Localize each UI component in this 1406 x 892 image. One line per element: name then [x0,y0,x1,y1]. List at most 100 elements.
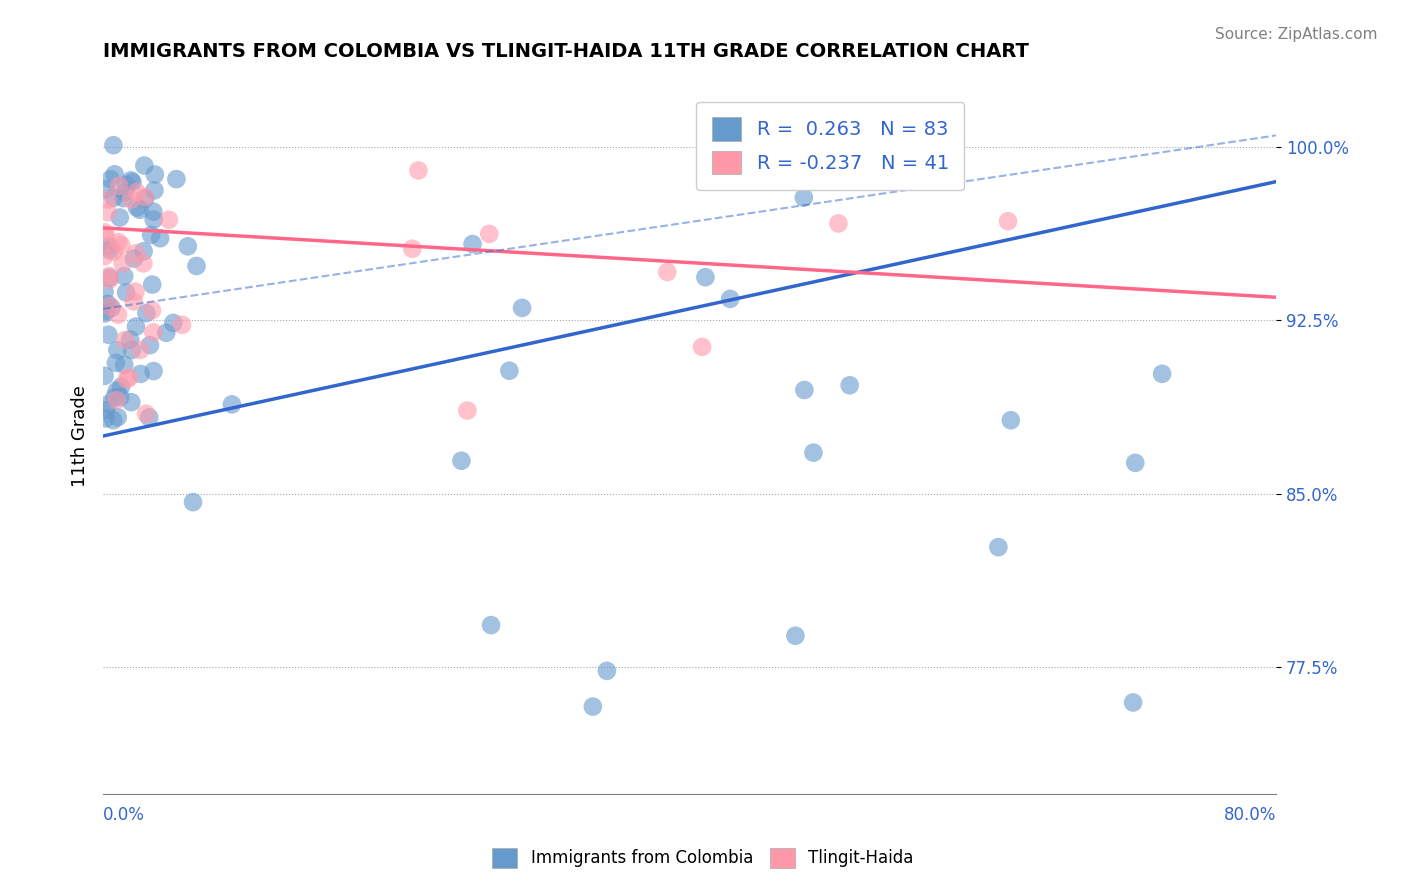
Point [94,411,117,425]
Point [149,231,172,245]
Point [125,201,148,215]
Point [93,306,115,320]
Point [157,212,180,227]
Point [107,235,129,249]
Point [596,664,619,678]
Point [510,301,533,315]
Point [128,202,150,217]
Point [94,230,117,244]
Point [1152,367,1174,381]
Point [657,265,679,279]
Point [112,358,135,372]
Point [107,410,129,425]
Point [132,244,155,259]
Point [143,183,166,197]
Point [104,167,127,181]
Point [142,326,165,340]
Point [107,308,129,322]
Point [1000,413,1022,427]
Y-axis label: 11th Grade: 11th Grade [72,385,89,487]
Text: 80.0%: 80.0% [1223,806,1277,824]
Point [93,226,115,240]
Point [93,368,115,383]
Point [461,237,484,252]
Point [112,269,135,284]
Point [96,193,118,207]
Point [132,256,155,270]
Point [103,191,125,205]
Point [120,193,142,207]
Point [139,227,162,242]
Legend: Immigrants from Colombia, Tlingit-Haida: Immigrants from Colombia, Tlingit-Haida [486,841,920,875]
Point [103,413,125,427]
Point [987,540,1010,554]
Point [115,372,138,386]
Legend: R =  0.263   N = 83, R = -0.237   N = 41: R = 0.263 N = 83, R = -0.237 N = 41 [696,102,965,190]
Point [97,239,120,253]
Point [108,178,131,193]
Point [98,268,121,283]
Point [172,318,194,332]
Point [94,182,117,196]
Point [120,395,142,409]
Point [105,384,128,398]
Point [98,270,121,285]
Point [718,292,741,306]
Point [111,256,134,270]
Point [103,391,125,405]
Point [94,403,117,417]
Point [105,343,128,357]
Point [793,191,815,205]
Point [98,243,121,257]
Point [479,618,502,632]
Point [221,397,243,411]
Point [450,454,472,468]
Point [401,242,423,256]
Point [838,378,860,392]
Point [889,145,911,159]
Point [97,397,120,411]
Point [134,190,156,204]
Point [114,333,136,347]
Point [142,364,165,378]
Point [456,403,478,417]
Point [97,327,120,342]
Point [115,178,138,192]
Point [1122,696,1144,710]
Point [97,297,120,311]
Point [124,285,146,299]
Point [121,343,143,357]
Point [165,172,187,186]
Point [100,301,122,315]
Point [997,214,1019,228]
Point [98,272,121,286]
Point [104,356,127,370]
Point [785,629,807,643]
Point [114,185,136,199]
Text: IMMIGRANTS FROM COLOMBIA VS TLINGIT-HAIDA 11TH GRADE CORRELATION CHART: IMMIGRANTS FROM COLOMBIA VS TLINGIT-HAID… [103,42,1029,61]
Point [103,244,125,259]
Point [141,303,163,318]
Point [155,326,177,340]
Point [143,168,166,182]
Point [118,370,141,384]
Point [162,316,184,330]
Point [142,212,165,227]
Point [582,699,605,714]
Point [120,173,142,187]
Point [142,204,165,219]
Point [98,299,121,313]
Point [110,380,132,394]
Point [177,239,200,253]
Point [105,393,128,408]
Point [827,216,849,230]
Text: Source: ZipAtlas.com: Source: ZipAtlas.com [1215,27,1378,42]
Point [125,319,148,334]
Point [134,159,156,173]
Point [181,495,204,509]
Point [855,160,877,174]
Point [112,191,135,205]
Point [129,343,152,357]
Point [122,252,145,266]
Point [93,249,115,263]
